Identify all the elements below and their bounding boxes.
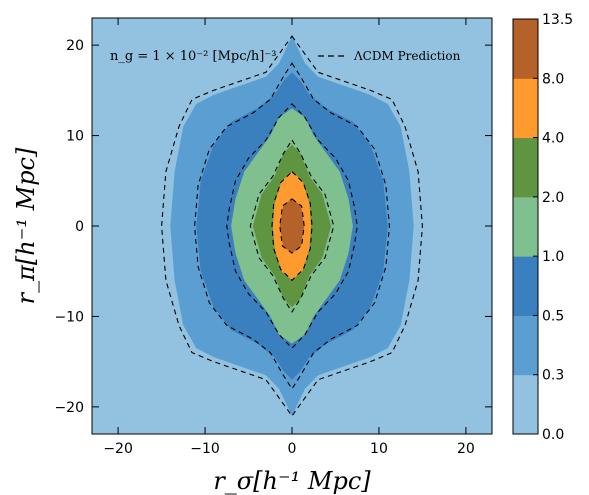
colorbar-level-label: 0.3: [542, 368, 564, 384]
x-tick-label: −10: [190, 441, 220, 457]
model-contour-4: [271, 170, 313, 282]
colorbar-segment: [513, 196, 538, 257]
y-tick-label: 10: [66, 129, 84, 145]
colorbar-segment: [513, 374, 538, 435]
colorbar-level-label: 0.5: [542, 308, 564, 324]
x-tick-label: 20: [457, 441, 475, 457]
model-contour-2: [226, 103, 358, 349]
y-axis-label: r_π[h⁻¹ Mpc]: [12, 147, 40, 304]
x-tick-label: 0: [288, 441, 297, 457]
model-contour-5: [279, 198, 305, 254]
legend-entry-lcdm: ΛCDM Prediction: [353, 49, 461, 63]
colorbar-segment: [513, 315, 538, 376]
x-axis-label: r_σ[h⁻¹ Mpc]: [213, 467, 371, 495]
colorbar-level-label: 13.5: [542, 12, 573, 28]
y-tick-label: 20: [66, 38, 84, 54]
colorbar-level-label: 1.0: [542, 249, 564, 265]
x-tick-label: 10: [370, 441, 388, 457]
y-tick-label: 0: [75, 219, 84, 235]
colorbar-segment: [513, 19, 538, 79]
model-contour-1: [194, 62, 390, 390]
x-tick-label: −20: [103, 441, 133, 457]
y-tick-label: −20: [54, 400, 84, 416]
colorbar-level-label: 4.0: [542, 131, 564, 147]
colorbar-segment: [513, 78, 538, 139]
y-tick-label: −10: [54, 309, 84, 325]
density-annotation: n_g = 1 × 10⁻² [Mpc/h]⁻³: [110, 49, 276, 64]
colorbar-segment: [513, 137, 538, 198]
colorbar-segment: [513, 256, 538, 316]
axis-ticks: −20 −10 0 10 20 −20 −10 0 10 20: [54, 18, 492, 457]
colorbar-level-label: 2.0: [542, 190, 564, 206]
plot-area: [92, 18, 492, 434]
colorbar-level-label: 0.0: [542, 427, 564, 443]
colorbar-level-label: 8.0: [542, 71, 564, 87]
model-contour-3: [249, 139, 335, 313]
model-contour-0: [161, 35, 423, 417]
colorbar: 0.0 0.3 0.5 1.0 2.0 4.0 8.0 13.5: [512, 12, 573, 443]
filled-region-5: [279, 198, 305, 254]
